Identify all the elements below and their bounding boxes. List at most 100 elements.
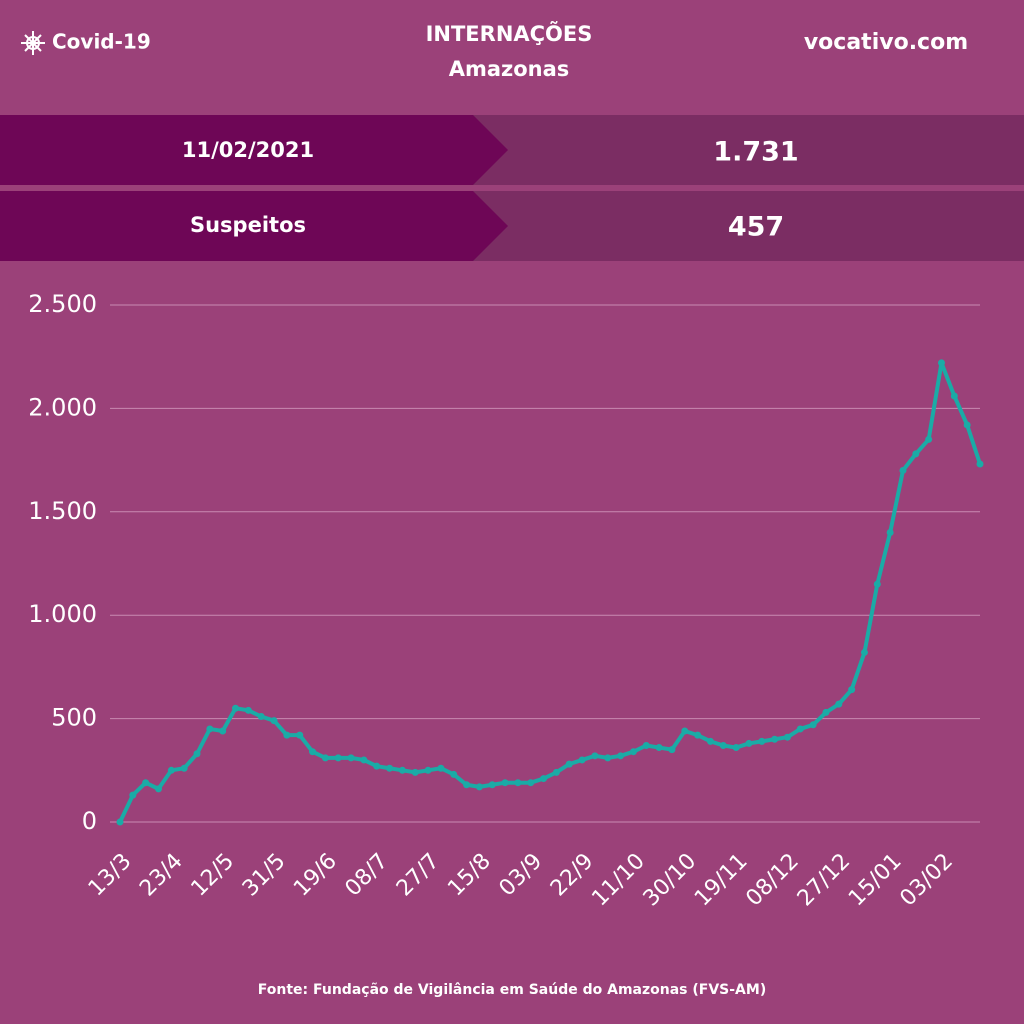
point	[655, 744, 663, 752]
point	[886, 528, 894, 536]
y-tick-label: 1.500	[28, 497, 97, 525]
point	[925, 435, 933, 443]
brand: Covid-19	[52, 30, 151, 54]
point	[937, 359, 945, 367]
x-tick-label: 11/10	[587, 849, 650, 912]
point	[732, 744, 740, 752]
point	[142, 779, 150, 787]
point	[681, 727, 689, 735]
point	[976, 460, 984, 468]
point	[232, 704, 240, 712]
y-tick-label: 500	[51, 704, 97, 732]
x-tick-label: 03/02	[895, 849, 958, 912]
virus-icon	[21, 31, 45, 55]
point	[450, 770, 458, 778]
point	[822, 708, 830, 716]
point	[257, 713, 265, 721]
x-tick-label: 03/9	[495, 849, 548, 902]
x-tick-label: 08/12	[741, 849, 804, 912]
point	[334, 754, 342, 762]
x-tick-label: 12/5	[187, 849, 240, 902]
point	[771, 735, 779, 743]
point	[463, 781, 471, 789]
point	[167, 766, 175, 774]
point	[694, 731, 702, 739]
x-tick-label: 27/12	[793, 849, 856, 912]
point	[488, 781, 496, 789]
source: Fonte: Fundação de Vigilância em Saúde d…	[258, 982, 766, 998]
point	[437, 764, 445, 772]
point	[758, 737, 766, 745]
point	[796, 725, 804, 733]
point	[835, 700, 843, 708]
point	[155, 785, 163, 793]
y-tick-label: 2.500	[28, 290, 97, 318]
point	[219, 727, 227, 735]
line	[118, 360, 982, 823]
x-tick-label: 31/5	[238, 849, 291, 902]
point	[373, 762, 381, 770]
x-tick-label: 08/7	[341, 849, 394, 902]
point	[244, 706, 252, 714]
x-tick-label: 13/3	[84, 849, 137, 902]
title: INTERNAÇÕES	[426, 21, 593, 46]
x-tick-label: 15/01	[844, 849, 907, 912]
point	[873, 580, 881, 588]
point	[950, 392, 958, 400]
point	[642, 741, 650, 749]
point	[296, 731, 304, 739]
point	[411, 768, 419, 776]
plot: 0 500 1.000 1.500 2.000 2.500 13/323/412/531/5…	[28, 290, 984, 912]
point	[745, 739, 753, 747]
point	[398, 766, 406, 774]
row-label-band	[0, 115, 508, 185]
point	[848, 686, 856, 694]
y-tick-label: 2.000	[28, 393, 97, 421]
x-tick-label: 19/11	[690, 849, 753, 912]
point	[552, 768, 560, 776]
x-tick-label: 15/8	[443, 849, 496, 902]
point	[963, 421, 971, 429]
point	[540, 775, 548, 783]
point	[321, 754, 329, 762]
x-tick-label: 30/10	[639, 849, 702, 912]
total-value: 1.731	[713, 137, 798, 168]
y-tick-label: 0	[82, 807, 97, 835]
point	[180, 764, 188, 772]
point	[860, 648, 868, 656]
point	[604, 754, 612, 762]
y-tick-label: 1.000	[28, 600, 97, 628]
x-tick-label: 19/6	[289, 849, 342, 902]
point	[116, 818, 124, 826]
point	[514, 779, 522, 787]
point	[347, 754, 355, 762]
point	[129, 791, 137, 799]
point	[565, 760, 573, 768]
point	[578, 756, 586, 764]
point	[424, 766, 432, 774]
point	[783, 733, 791, 741]
x-tick-label: 23/4	[135, 849, 188, 902]
point	[668, 746, 676, 754]
point	[719, 741, 727, 749]
point	[617, 752, 625, 760]
point	[706, 737, 714, 745]
date-label: 11/02/2021	[182, 138, 314, 162]
point	[591, 752, 599, 760]
subtitle: Amazonas	[449, 57, 570, 81]
point	[270, 717, 278, 725]
suspects-label: Suspeitos	[190, 213, 306, 237]
point	[283, 731, 291, 739]
point	[360, 756, 368, 764]
point	[193, 750, 201, 758]
site: vocativo.com	[804, 30, 968, 55]
point	[912, 450, 920, 458]
point	[899, 466, 907, 474]
point	[629, 748, 637, 756]
row-label-band	[0, 191, 508, 261]
x-tick-label: 27/7	[392, 849, 445, 902]
suspects-value: 457	[728, 212, 784, 243]
point	[527, 779, 535, 787]
point	[206, 725, 214, 733]
